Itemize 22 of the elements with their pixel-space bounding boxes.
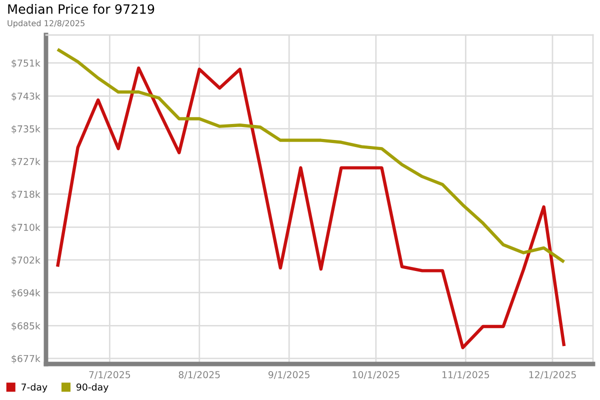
line-series [56, 48, 566, 264]
y-tick-label: $718k [12, 190, 40, 200]
x-tick-label: 10/1/2025 [352, 371, 400, 379]
legend-label: 7-day [22, 383, 48, 392]
y-tick-label: $743k [12, 92, 40, 101]
y-tick-label: $685k [12, 322, 40, 331]
y-tick-label: $735k [12, 125, 40, 134]
y-tick-label: $694k [12, 289, 40, 298]
x-tick-label: 8/1/2025 [178, 371, 220, 379]
x-tick-label: 12/1/2025 [529, 371, 576, 379]
line-series [56, 66, 566, 350]
x-tick-label: 7/1/2025 [89, 371, 130, 379]
chart-title: Median Price for 97219 [8, 4, 154, 14]
y-tick-label: $702k [12, 256, 40, 265]
legend-label: 90-day [76, 383, 108, 392]
x-tick-label: 9/1/2025 [268, 371, 310, 379]
y-tick-label: $727k [12, 158, 40, 166]
y-tick-label: $710k [12, 224, 40, 232]
y-tick-label: $677k [12, 354, 40, 364]
chart-subtitle: Updated 12/8/2025 [8, 20, 84, 28]
y-tick-label: $751k [12, 59, 40, 68]
x-tick-label: 11/1/2025 [442, 371, 490, 379]
